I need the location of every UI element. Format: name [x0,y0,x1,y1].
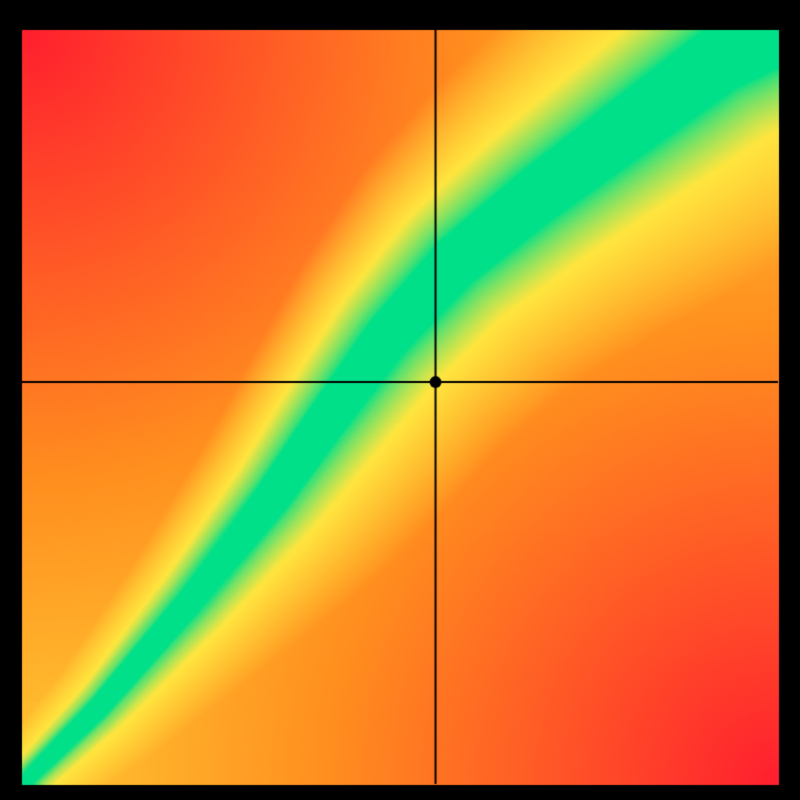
bottleneck-heatmap-canvas [0,0,800,800]
chart-container: TheBottleneck.com [0,0,800,800]
watermark-text: TheBottleneck.com [561,2,782,30]
